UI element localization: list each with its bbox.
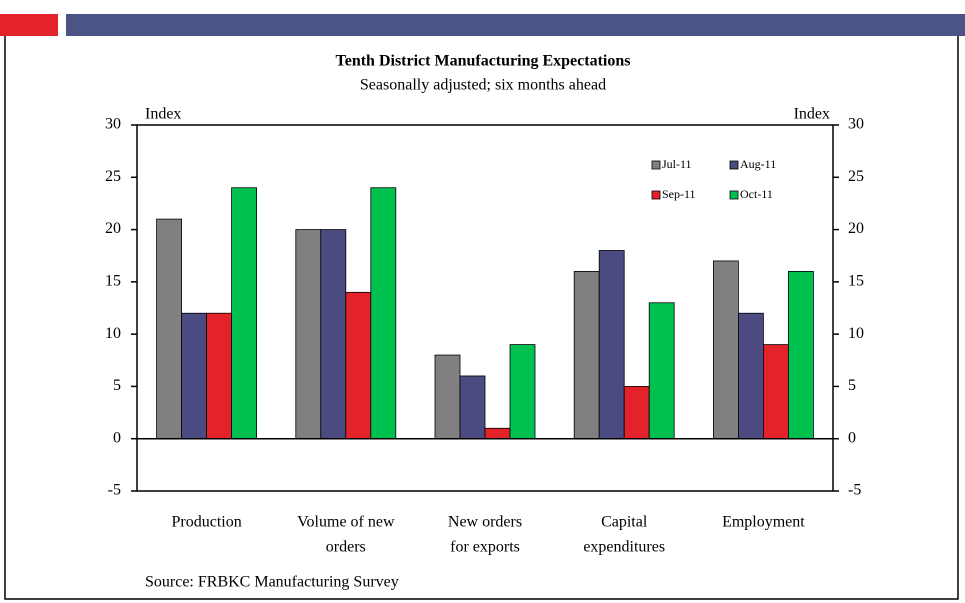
plot-area: [136, 124, 834, 492]
bar: [788, 270, 814, 440]
bar: [598, 250, 625, 440]
legend-swatch: [729, 160, 739, 170]
legend-label: Jul-11: [662, 157, 692, 171]
bar: [509, 344, 536, 440]
y-tick-label: 25: [105, 168, 121, 185]
header-bar: [66, 14, 965, 36]
legend-swatch: [729, 190, 739, 200]
bar: [295, 229, 322, 440]
y-tick-label: 0: [113, 429, 121, 446]
y-tick-label: 5: [113, 377, 121, 394]
bar: [713, 260, 739, 440]
x-tick-label: Employment: [722, 514, 805, 531]
legend-label: Oct-11: [740, 187, 773, 201]
y-axis-label: Index: [145, 106, 181, 123]
bar: [573, 270, 600, 440]
y2-tick-label: 20: [848, 220, 864, 237]
bar: [206, 312, 233, 440]
x-tick-label: expenditures: [583, 539, 665, 556]
y-tick-label: 10: [105, 325, 121, 342]
x-tick-label: Volume of new: [297, 514, 395, 531]
bar: [345, 291, 372, 440]
bar: [763, 344, 789, 440]
legend-label: Aug-11: [740, 157, 776, 171]
y-tick-label: 30: [105, 116, 121, 133]
y2-tick-label: 25: [848, 168, 864, 185]
chart-subtitle: Seasonally adjusted; six months ahead: [360, 77, 606, 94]
y2-tick-label: 5: [848, 377, 856, 394]
legend-swatch: [651, 160, 661, 170]
bar: [156, 218, 183, 440]
source: Source: FRBKC Manufacturing Survey: [145, 574, 399, 591]
y2-tick-label: 15: [848, 273, 864, 290]
bar: [459, 375, 486, 440]
x-tick-label: Capital: [601, 514, 648, 531]
bar: [484, 427, 511, 440]
y-tick-label: -5: [108, 482, 121, 499]
bar: [434, 354, 461, 440]
y2-tick-label: 0: [848, 429, 856, 446]
y2-tick-label: 10: [848, 325, 864, 342]
bar: [370, 187, 397, 440]
bar: [648, 302, 675, 440]
x-tick-label: orders: [326, 539, 366, 556]
legend-swatch: [651, 190, 661, 200]
x-tick-label: Production: [171, 514, 241, 531]
bar: [181, 312, 208, 440]
x-tick-label: for exports: [450, 539, 520, 556]
bar: [231, 187, 258, 440]
y-tick-label: 20: [105, 220, 121, 237]
bar: [320, 229, 347, 440]
x-tick-label: New orders: [448, 514, 522, 531]
bar: [623, 386, 650, 440]
y2-tick-label: 30: [848, 116, 864, 133]
chart-title: Tenth District Manufacturing Expectation…: [336, 53, 631, 70]
y2-tick-label: -5: [848, 482, 861, 499]
bar: [738, 312, 764, 440]
legend-label: Sep-11: [662, 187, 696, 201]
header-accent: [0, 14, 58, 36]
y-tick-label: 15: [105, 273, 121, 290]
y2-axis-label: Index: [794, 106, 830, 123]
frame: [4, 36, 959, 600]
